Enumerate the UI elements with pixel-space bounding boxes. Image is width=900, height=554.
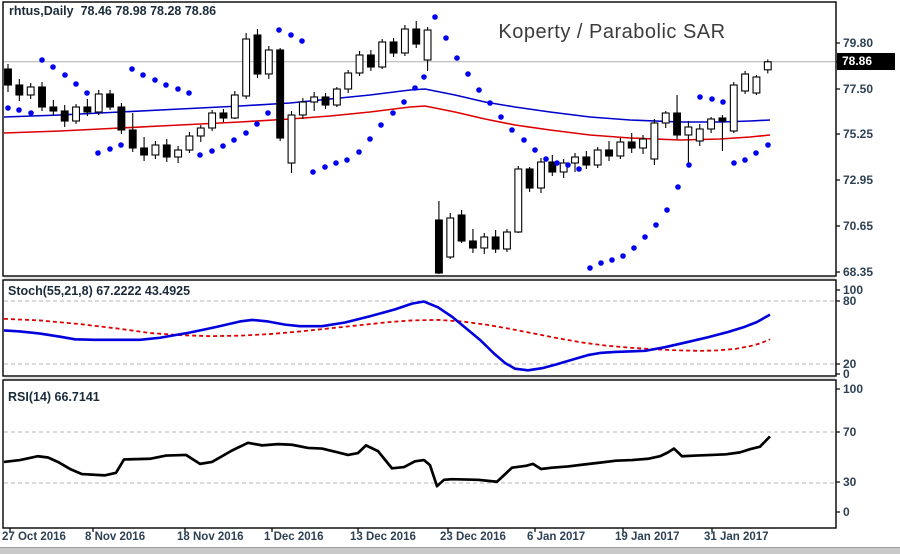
stoch-y-tick-label: 100 — [843, 283, 864, 297]
stoch-y-tick-label: 20 — [843, 357, 857, 371]
envelope-lower-line — [3, 105, 771, 141]
x-axis-date-label: 1 Dec 2016 — [264, 531, 324, 543]
rsi-panel-border — [2, 379, 837, 529]
rsi-panel-area[interactable] — [3, 380, 836, 528]
main-y-tick-label: 72.95 — [843, 173, 874, 187]
x-axis-date-label: 31 Jan 2017 — [704, 531, 769, 543]
x-axis-date-label: 27 Oct 2016 — [2, 531, 66, 543]
symbol-period-label: rhtus,Daily — [9, 4, 74, 18]
stochastic-indicator-label: Stoch(55,21,8) 67.2222 43.4925 — [8, 284, 191, 298]
parabolic-sar-dots-layer — [5, 14, 771, 271]
x-axis-date-label: 6 Jan 2017 — [527, 531, 586, 543]
symbol-period-ohlc-label: rhtus,Daily 78.46 78.98 78.28 78.86 — [9, 4, 216, 18]
x-axis-date-label: 23 Dec 2016 — [440, 531, 506, 543]
ohlc-values-label: 78.46 78.98 78.28 78.86 — [80, 4, 217, 18]
envelope-upper-line — [3, 88, 771, 123]
rsi-y-tick-label: 70 — [843, 425, 857, 439]
rsi-y-tick-label: 30 — [843, 475, 857, 489]
x-axis-date-label: 13 Dec 2016 — [350, 531, 416, 543]
x-axis-date-label: 18 Nov 2016 — [177, 531, 244, 543]
main-y-tick-label: 75.25 — [843, 127, 874, 141]
rsi-y-tick-label: 0 — [843, 505, 850, 519]
x-axis-date-label: 19 Jan 2017 — [615, 531, 680, 543]
stoch-main-line — [3, 300, 771, 372]
stoch-panel-border — [2, 279, 837, 377]
panel-separator — [4, 377, 835, 380]
main-y-tick-label: 70.65 — [843, 219, 874, 233]
window-bottom-edge — [0, 547, 900, 554]
x-axis-date-label: 8 Nov 2016 — [85, 531, 146, 543]
main-y-tick-label: 79.80 — [843, 36, 874, 50]
rsi-line — [3, 435, 771, 488]
current-price-badge: 78.86 — [837, 53, 895, 70]
stoch-y-tick-label: 80 — [843, 294, 857, 308]
main-panel-border — [2, 1, 837, 277]
candles-layer — [4, 21, 772, 274]
stoch-y-tick-label: 0 — [843, 367, 850, 381]
chart-title: Koperty / Parabolic SAR — [498, 21, 726, 43]
rsi-y-tick-label: 100 — [843, 382, 864, 396]
panel-separator — [4, 277, 835, 280]
main-y-tick-label: 77.50 — [843, 82, 874, 96]
rsi-indicator-label: RSI(14) 66.7141 — [8, 390, 100, 404]
main-y-tick-label: 68.35 — [843, 265, 874, 279]
